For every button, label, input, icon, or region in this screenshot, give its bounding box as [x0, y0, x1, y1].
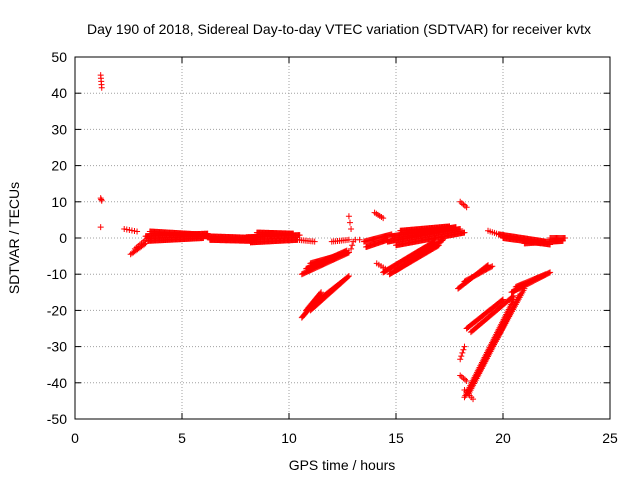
data-point — [290, 230, 297, 237]
data-point — [489, 263, 496, 270]
y-tick-label: 40 — [51, 85, 67, 101]
data-point — [349, 242, 356, 249]
data-point — [562, 235, 569, 241]
y-tick-label: 50 — [51, 49, 67, 65]
data-point — [98, 197, 105, 204]
y-axis-label: SDTVAR / TECUs — [6, 182, 22, 294]
y-tick-label: -20 — [47, 302, 67, 318]
data-point — [461, 343, 468, 350]
x-tick-label: 0 — [71, 430, 79, 446]
data-point — [348, 225, 355, 232]
data-point — [356, 236, 363, 243]
data-point — [348, 245, 355, 252]
y-tick-label: 20 — [51, 158, 67, 174]
data-point — [340, 277, 347, 284]
data-point — [460, 346, 467, 353]
y-tick-label: -30 — [47, 339, 67, 355]
x-axis-label: GPS time / hours — [289, 457, 396, 473]
data-point — [500, 296, 506, 303]
data-point — [344, 273, 351, 280]
data-point — [98, 196, 105, 203]
data-point — [345, 273, 352, 280]
data-point — [196, 231, 203, 238]
data-point — [126, 226, 133, 233]
data-point — [97, 195, 104, 202]
data-point — [452, 224, 459, 231]
data-point — [341, 276, 348, 283]
data-point — [121, 225, 128, 232]
data-point — [131, 227, 138, 234]
data-point — [542, 271, 549, 278]
data-point — [470, 396, 477, 403]
data-point — [461, 229, 468, 236]
y-tick-label: -50 — [47, 411, 67, 427]
x-tick-label: 5 — [178, 430, 186, 446]
x-tick-label: 10 — [281, 430, 297, 446]
data-point — [98, 84, 105, 91]
data-point — [463, 377, 470, 384]
data-point — [128, 227, 135, 234]
data-point — [547, 269, 554, 276]
y-tick-label: 0 — [59, 230, 67, 246]
y-tick-label: -40 — [47, 375, 67, 391]
data-point — [488, 263, 495, 270]
y-tick-label: 10 — [51, 194, 67, 210]
axis-ticks: 0 5 10 15 20 25 -50 -40 -30 -20 -10 0 10 20 30 40 50 — [47, 49, 618, 446]
data-point — [440, 236, 447, 243]
data-point — [439, 237, 446, 244]
y-tick-label: -10 — [47, 266, 67, 282]
x-tick-label: 15 — [388, 430, 404, 446]
data-point — [97, 224, 104, 231]
data-point — [499, 297, 506, 304]
data-point — [446, 223, 453, 230]
data-point — [339, 251, 346, 258]
data-point — [459, 349, 466, 356]
data-point — [546, 269, 553, 276]
data-point — [345, 236, 352, 243]
data-point — [311, 238, 318, 245]
data-point — [458, 353, 465, 360]
y-tick-label: 30 — [51, 121, 67, 137]
data-point — [343, 247, 350, 254]
data-point — [123, 226, 130, 233]
data-point — [318, 289, 325, 296]
data-point — [346, 219, 353, 226]
x-tick-label: 20 — [495, 430, 511, 446]
data-point — [463, 204, 470, 211]
data-point — [345, 213, 352, 220]
data-point — [317, 290, 324, 297]
chart-title: Day 190 of 2018, Sidereal Day-to-day VTE… — [87, 21, 591, 37]
data-point — [380, 215, 387, 222]
data-point — [457, 356, 464, 363]
x-tick-label: 25 — [602, 430, 618, 446]
data-point — [134, 228, 141, 235]
plot-frame — [74, 56, 611, 420]
data-points — [97, 72, 569, 403]
